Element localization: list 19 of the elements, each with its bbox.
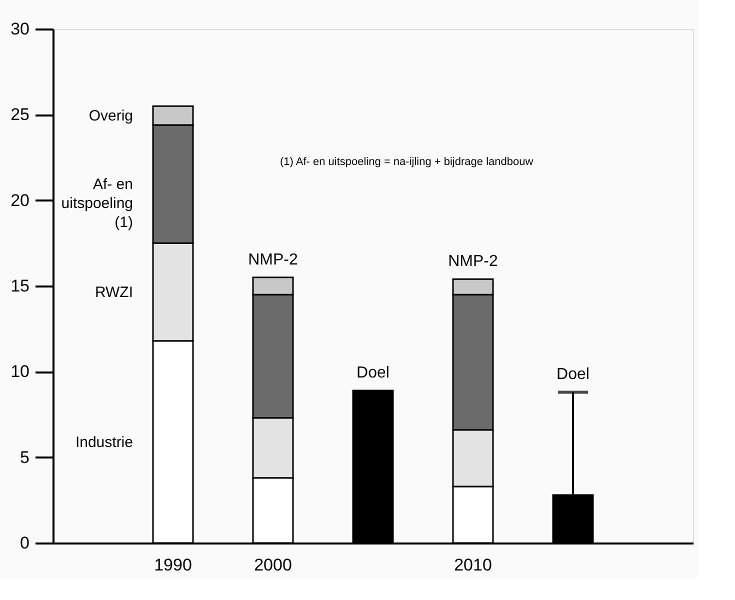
- x-tick-label: 2000: [254, 556, 292, 574]
- y-tick-label: 25: [10, 105, 30, 124]
- annotation: Doel: [556, 366, 590, 384]
- y-tick-label: 20: [10, 190, 30, 210]
- y-tick-label: 10: [10, 362, 30, 382]
- x-tick-label: 1990: [154, 556, 192, 574]
- y-tick-label: 15: [10, 276, 30, 296]
- series-label: Af- en uitspoeling (1): [61, 176, 133, 232]
- y-tick-label: 30: [10, 20, 30, 38]
- annotation: Doel: [356, 364, 390, 382]
- y-tick-label: 0: [20, 534, 30, 552]
- series-label: RWZI: [94, 284, 133, 301]
- x-tick-label: 2010: [454, 556, 492, 574]
- y-tick-label: 5: [20, 448, 30, 467]
- legend-label: Overig: [88, 108, 133, 125]
- annotation: NMP-2: [448, 253, 498, 270]
- series-label: Industrie: [75, 434, 133, 451]
- annotation: NMP-2: [248, 251, 298, 268]
- annotation: (1) Af- en uitspoeling = na-ijling + bijdrage landbouw: [280, 156, 534, 168]
